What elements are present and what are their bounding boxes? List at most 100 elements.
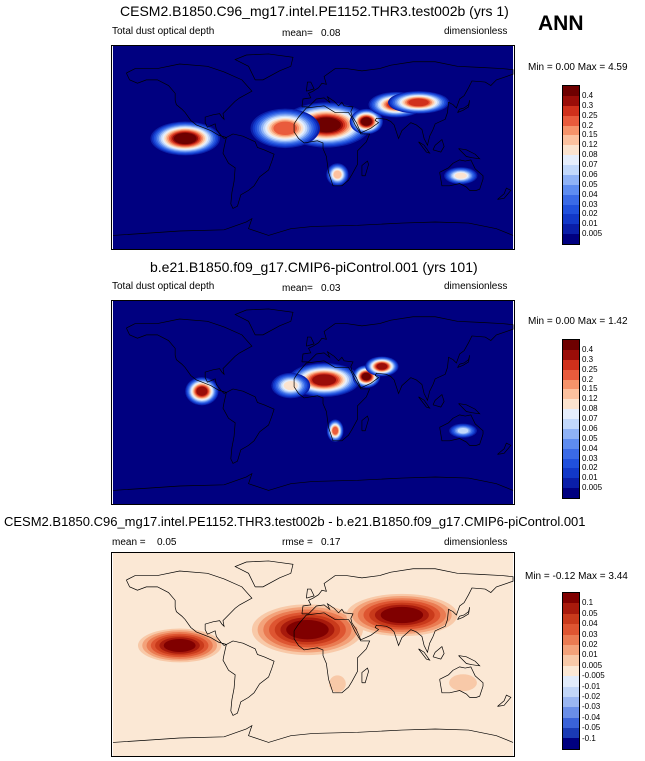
panel-2-variable-label: Total dust optical depth	[112, 281, 215, 292]
panel-3-mean-label: mean =	[112, 537, 146, 548]
panel-1-colorbar-swatch-5	[563, 184, 579, 195]
panel-3-colorbar-swatch-3	[563, 707, 579, 718]
panel-3-coastline-13	[497, 694, 512, 707]
panel-2-region-4-contour-14	[196, 386, 208, 396]
panel-1-coastline-1	[222, 133, 275, 209]
panel-2-colorbar-label: 0.005	[582, 483, 603, 493]
panel-3-coastline-2	[293, 612, 371, 694]
panel-1-colorbar-swatch-7	[563, 165, 579, 175]
panel-3-colorbar-swatch-4	[563, 696, 579, 708]
panel-3-colorbar-swatch-13	[563, 603, 579, 614]
panel-3-rmse-label: rmse =	[282, 537, 313, 548]
panel-1-colorbar-label: 0.01	[582, 219, 598, 229]
panel-1-colorbar-label: 0.03	[582, 199, 598, 209]
panel-2-colorbar-swatch-6	[563, 428, 579, 439]
panel-3-colorbar-label: 0.01	[582, 650, 598, 660]
panel-2-colorbar-label: 0.02	[582, 463, 598, 473]
panel-1-colorbar-swatch-12	[563, 115, 579, 126]
panel-2-colorbar-swatch-10	[563, 389, 579, 400]
panel-2-coastline-7	[306, 336, 315, 347]
panel-1-colorbar-label: 0.07	[582, 160, 598, 169]
panel-2-min-value: 0.00	[555, 316, 575, 327]
panel-3-colorbar-label: 0.005	[582, 660, 603, 670]
panel-1-colorbar-swatch-1	[563, 224, 579, 235]
panel-3-coastline-4	[439, 666, 484, 698]
panel-2-colorbar-swatch-4	[563, 448, 579, 459]
panel-3-colorbar-label: -0.1	[582, 733, 596, 743]
panel-1-colorbar-swatch-9	[563, 145, 579, 156]
panel-2-colorbar-swatch-9	[563, 399, 579, 410]
panel-3-colorbar-swatch-11	[563, 624, 579, 635]
panel-3-colorbar-label: 0.1	[582, 598, 594, 608]
panel-1-colorbar-label: 0.25	[582, 110, 598, 120]
panel-1-colorbar-swatch-2	[563, 214, 579, 225]
panel-3-colorbar-swatch-1	[563, 728, 579, 739]
panel-3-colorbar-label: 0.02	[582, 640, 598, 649]
panel-1-coastline-9	[418, 141, 431, 154]
panel-2-colorbar-swatch-5	[563, 438, 579, 449]
panel-3-colorbar-label: 0.04	[582, 619, 598, 629]
panel-3-coastline-12	[361, 667, 369, 684]
panel-2-colorbar-swatch-11	[563, 379, 579, 390]
panel-3-title: CESM2.B1850.C96_mg17.intel.PE1152.THR3.t…	[4, 514, 586, 529]
panel-2-colorbar-label: 0.2	[582, 374, 594, 384]
panel-3-region-2-contour-7	[163, 639, 196, 652]
panel-2-colorbar-swatch-3	[563, 458, 579, 469]
panel-1-coastline-13	[497, 187, 512, 200]
panel-1-colorbar-label: 0.06	[582, 169, 598, 179]
panel-1-coastline-12	[361, 160, 369, 177]
panel-3-coastline-8	[457, 607, 470, 620]
panel-2-coastline-1	[222, 388, 275, 464]
panel-3-region-1-contour-7	[380, 606, 424, 624]
panel-1-map	[111, 45, 515, 250]
panel-2-region-1-contour-15	[361, 372, 371, 381]
panel-2-colorbar-swatch-7	[563, 419, 579, 429]
panel-3-colorbar-swatch-2	[563, 717, 579, 729]
panel-2-colorbar-label: 0.25	[582, 364, 598, 374]
panel-1-colorbar-label: 0.04	[582, 189, 598, 199]
panel-1-colorbar-label: 0.12	[582, 140, 598, 150]
panel-1-units: dimensionless	[444, 26, 508, 37]
panel-1-colorbar-label: 0.02	[582, 209, 598, 219]
panel-3-colorbar-label: -0.05	[582, 723, 601, 733]
panel-2-max-value: 1.42	[608, 316, 628, 327]
panel-3-coastline-6	[112, 724, 514, 743]
panel-3-colorbar-label: 0.05	[582, 608, 598, 618]
panel-2-max-label: Max =	[577, 316, 606, 327]
panel-1-colorbar-swatch-0	[563, 234, 579, 244]
panel-2-coastline-0	[126, 318, 253, 394]
panel-2-colorbar-swatch-1	[563, 478, 579, 489]
panel-1-colorbar-swatch-6	[563, 174, 579, 185]
panel-3-coastline-5	[234, 560, 294, 588]
panel-2-colorbar-swatch-14	[563, 349, 579, 360]
panel-1-mean-value: 0.08	[321, 28, 341, 39]
panel-3-coastline-9	[418, 648, 431, 661]
panel-2-colorbar-swatch-12	[563, 369, 579, 380]
panel-2-region-2-contour-14	[376, 363, 388, 370]
panel-3-colorbar-label: -0.01	[582, 681, 601, 691]
panel-3-colorbar-swatch-7	[563, 665, 579, 677]
panel-2-colorbar-swatch-0	[563, 488, 579, 498]
panel-1-coastline-2	[293, 105, 371, 187]
panel-2-colorbar-swatch-2	[563, 468, 579, 479]
panel-1-coastline-8	[457, 100, 470, 113]
panel-1-coastline-7	[306, 81, 315, 92]
panel-2-colorbar-label: 0.04	[582, 443, 598, 453]
panel-3-map	[111, 552, 515, 757]
panel-2-coastline-11	[458, 403, 481, 415]
panel-1-coastline-5	[234, 53, 294, 81]
panel-2-title: b.e21.B1850.f09_g17.CMIP6-piControl.001 …	[150, 259, 478, 275]
panel-1-region-7-contour-9	[454, 172, 467, 179]
panel-3-min-value: -0.12	[552, 571, 576, 582]
panel-1-region-3-contour-13	[408, 98, 429, 107]
panel-1-coastline-6	[112, 217, 514, 236]
panel-2-colorbar-label: 0.4	[582, 344, 594, 354]
panel-3-colorbar-swatch-14	[563, 593, 579, 604]
panel-1-region-5-contour-15	[173, 132, 197, 145]
panel-1-colorbar-label: 0.15	[582, 130, 598, 140]
season-label: ANN	[538, 12, 584, 35]
panel-2-colorbar-label: 0.07	[582, 414, 598, 423]
panel-2-colorbar-label: 0.12	[582, 394, 598, 404]
panel-2-colorbar-swatch-15	[563, 340, 579, 350]
panel-3-colorbar-label: 0.03	[582, 629, 598, 639]
